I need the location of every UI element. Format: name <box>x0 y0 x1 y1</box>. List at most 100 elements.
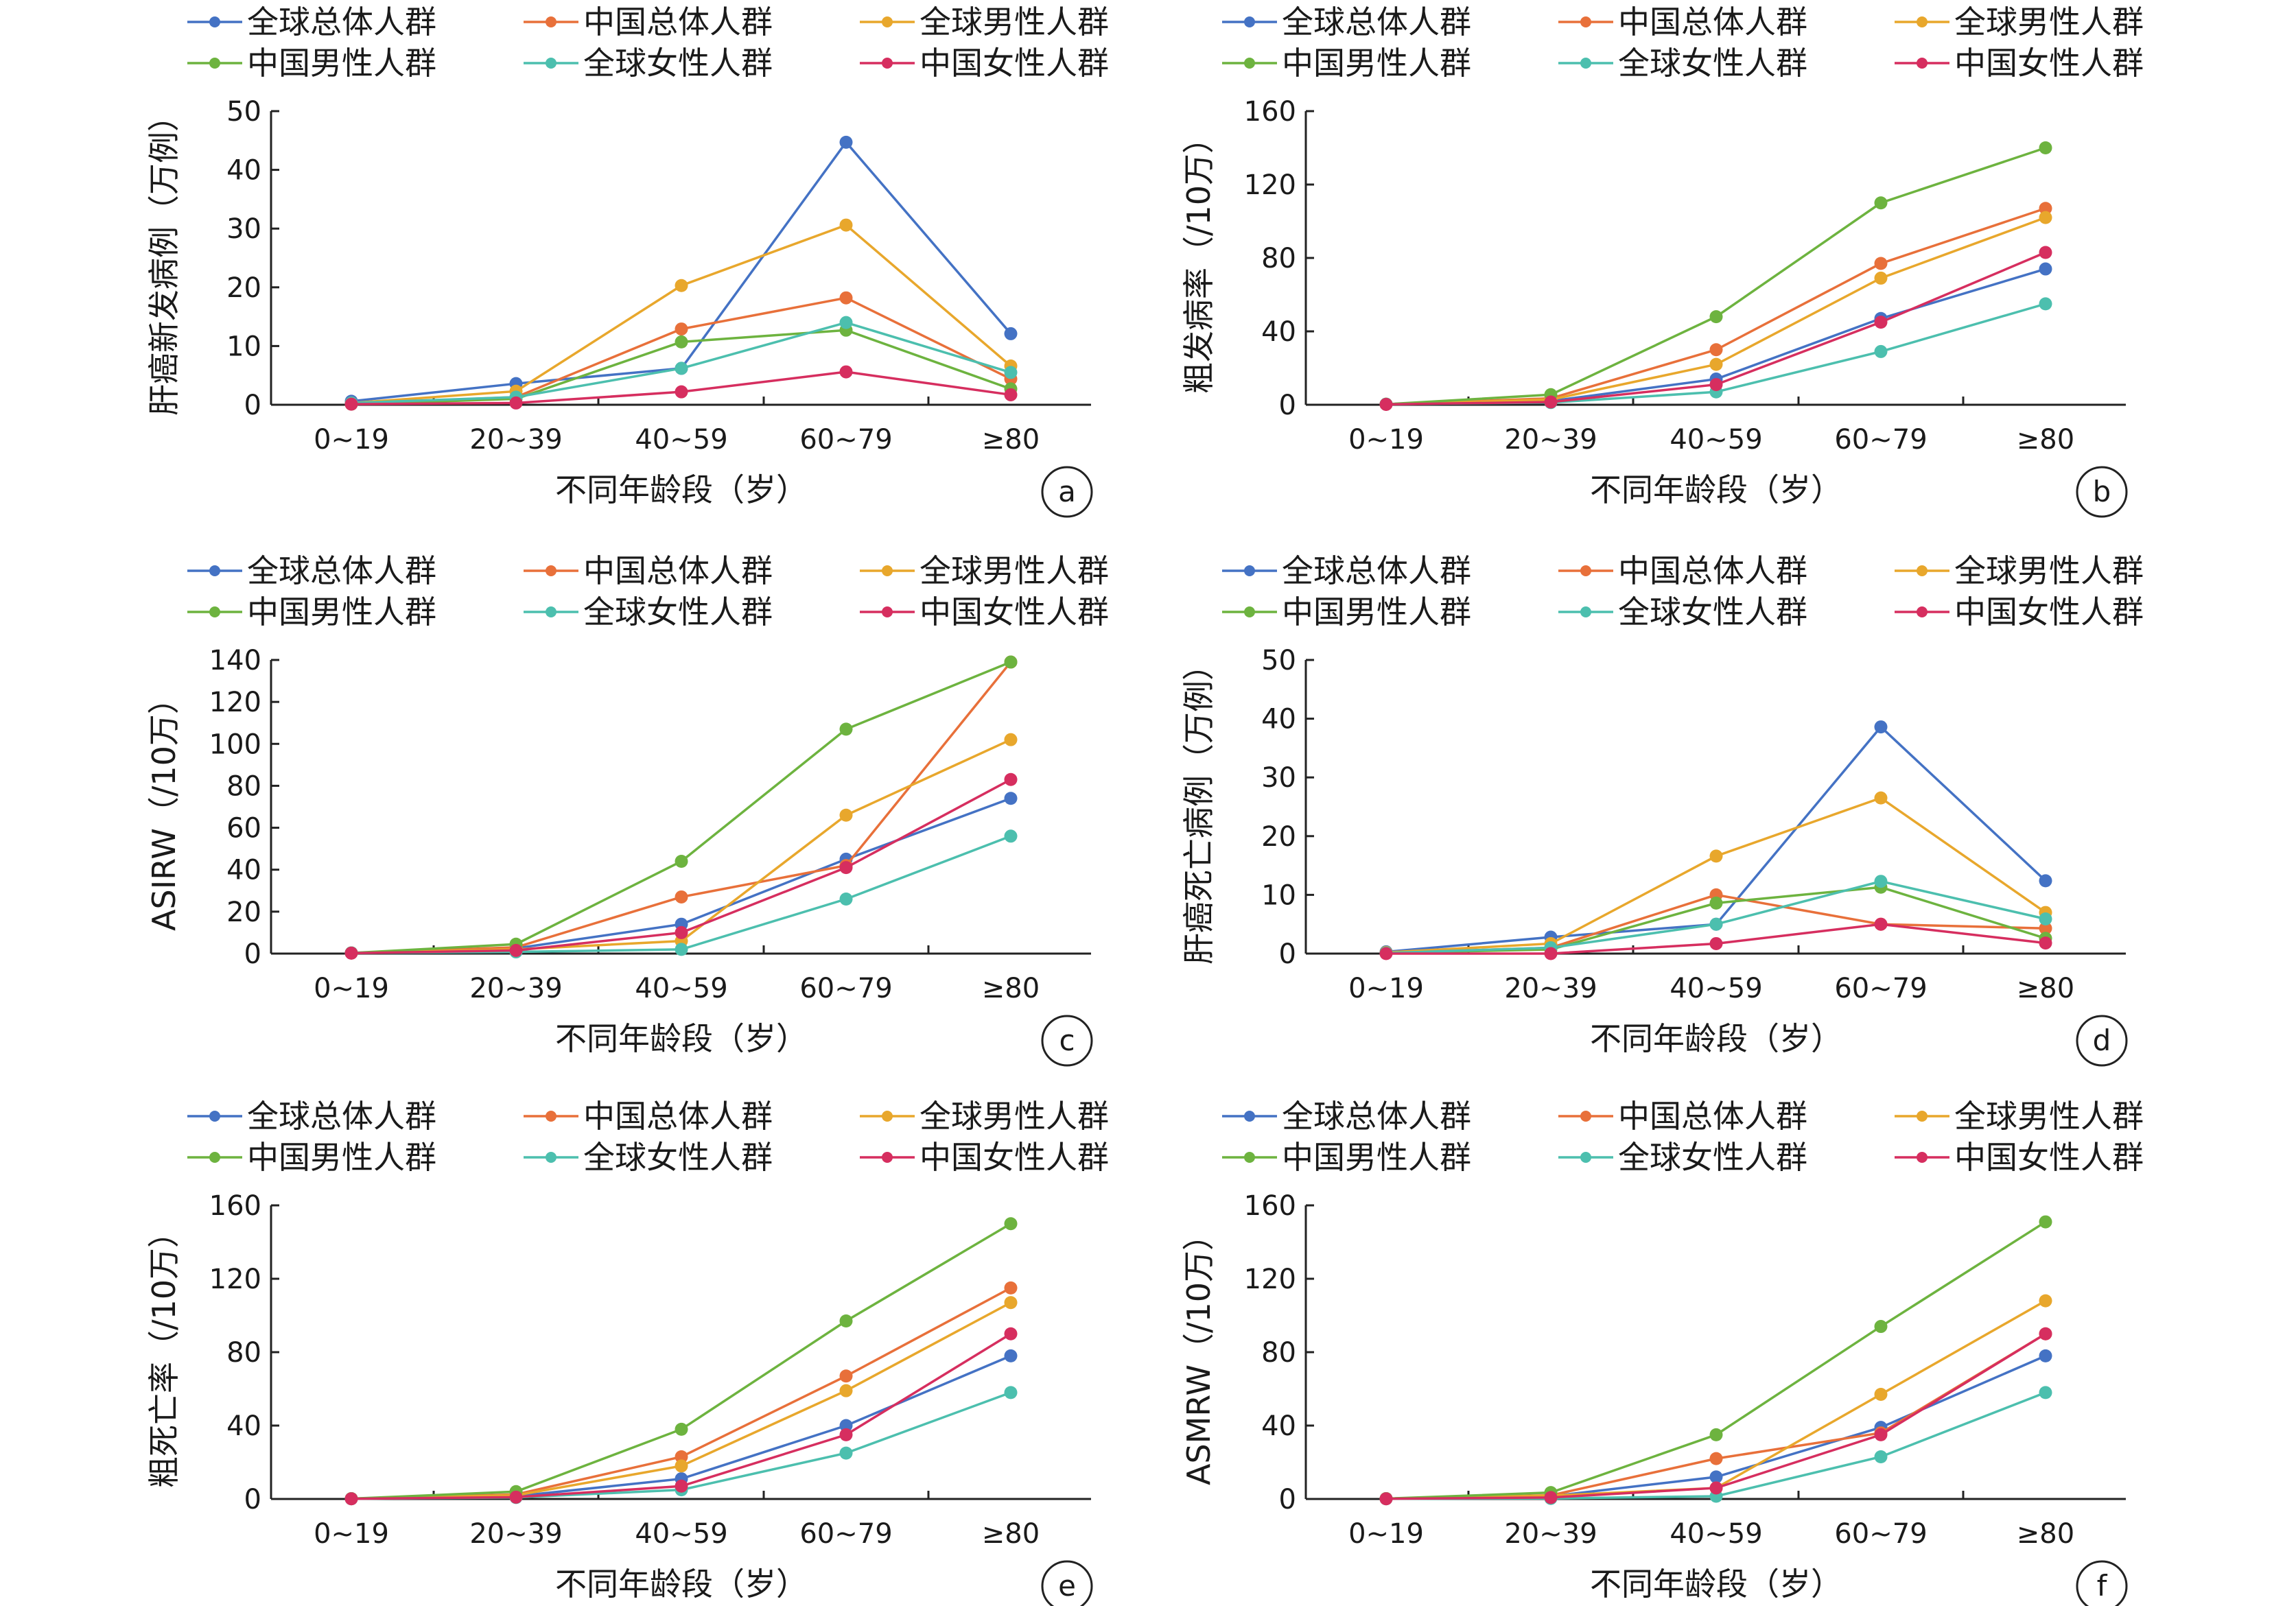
x-axis-title: 不同年龄段（岁） <box>555 471 808 508</box>
legend-entry: 全球男性人群 <box>860 1098 1109 1135</box>
legend-entry: 全球女性人群 <box>1558 45 1807 82</box>
data-point <box>2039 874 2052 888</box>
legend-entry: 全球女性人群 <box>524 45 773 82</box>
data-point <box>2039 921 2052 935</box>
legend-label: 中国男性人群 <box>247 593 436 630</box>
y-tick-label: 160 <box>1244 96 1296 128</box>
y-tick-label: 60 <box>226 813 261 845</box>
x-tick-label: 40~59 <box>635 1518 727 1550</box>
data-point <box>839 1369 853 1383</box>
data-point <box>1004 829 1018 843</box>
legend-entry: 中国女性人群 <box>860 45 1109 82</box>
legend-label: 中国男性人群 <box>1282 593 1471 630</box>
legend-entry: 全球总体人群 <box>1222 552 1471 589</box>
panel-letter: b <box>2093 475 2111 508</box>
legend-label: 全球男性人群 <box>919 1098 1109 1135</box>
legend-marker <box>1580 16 1591 27</box>
legend-entry: 中国女性人群 <box>1895 45 2144 82</box>
data-point <box>839 1428 853 1441</box>
data-point <box>675 322 688 336</box>
data-point <box>1004 1217 1018 1231</box>
x-tick-label: 0~19 <box>314 1518 389 1550</box>
legend-marker <box>209 606 220 617</box>
data-point <box>1004 733 1018 746</box>
x-axis-title: 不同年龄段（岁） <box>1590 1020 1842 1057</box>
legend-marker <box>1244 1152 1255 1163</box>
legend-entry: 全球总体人群 <box>187 1098 436 1135</box>
x-tick-label: 20~39 <box>469 1518 562 1550</box>
legend-entry: 中国总体人群 <box>524 552 773 589</box>
data-point <box>839 1419 853 1432</box>
data-point <box>839 722 853 736</box>
panel-letter: d <box>2093 1024 2111 1057</box>
legend-marker <box>1917 16 1928 27</box>
legend-label: 全球总体人群 <box>1282 1098 1471 1135</box>
y-axis-title: ASIRW（/10万） <box>145 683 183 931</box>
data-point <box>839 893 853 906</box>
series <box>344 1327 1018 1506</box>
y-tick-label: 30 <box>1261 762 1296 794</box>
y-tick-label: 40 <box>1261 704 1296 735</box>
panel-badge <box>1041 1015 1093 1067</box>
data-point <box>675 362 688 375</box>
x-tick-label: ≥80 <box>2017 973 2074 1004</box>
data-point <box>2039 1294 2052 1308</box>
legend-marker <box>882 58 893 69</box>
legend-marker <box>1917 606 1928 617</box>
series <box>344 655 1018 960</box>
legend-label: 中国总体人群 <box>1618 3 1807 40</box>
legend-entry: 中国总体人群 <box>1558 3 1807 40</box>
legend-marker <box>1917 1111 1928 1122</box>
series <box>1379 917 2052 960</box>
data-point <box>1709 917 1723 931</box>
x-axis-title: 不同年龄段（岁） <box>555 1566 808 1603</box>
data-point <box>1874 1388 1888 1402</box>
y-tick-label: 20 <box>226 897 261 928</box>
data-point <box>839 316 853 329</box>
legend-entry: 全球总体人群 <box>1222 1098 1471 1135</box>
legend-entry: 中国男性人群 <box>187 593 436 630</box>
data-point <box>1874 196 1888 210</box>
x-tick-label: 0~19 <box>314 973 389 1004</box>
data-point <box>1544 947 1558 960</box>
panel-letter: f <box>2097 1569 2108 1603</box>
panel-letter: a <box>1058 475 1076 508</box>
legend-marker <box>1917 1152 1928 1163</box>
data-point <box>509 943 523 957</box>
legend-label: 全球总体人群 <box>247 1098 436 1135</box>
legend-entry: 全球男性人群 <box>1895 3 2144 40</box>
data-point <box>1709 357 1723 371</box>
series <box>344 772 1018 960</box>
legend-marker <box>1244 1111 1255 1122</box>
x-tick-label: 40~59 <box>1670 424 1762 456</box>
data-point <box>1874 875 1888 888</box>
panel-badge <box>2076 1015 2128 1067</box>
legend-label: 全球总体人群 <box>247 552 436 589</box>
legend-label: 中国女性人群 <box>1954 1139 2144 1176</box>
legend-label: 全球女性人群 <box>583 1139 773 1176</box>
series <box>344 365 1018 411</box>
y-tick-label: 0 <box>244 938 261 970</box>
data-point <box>1874 791 1888 805</box>
data-point <box>2039 297 2052 311</box>
x-tick-label: ≥80 <box>982 1518 1040 1550</box>
legend-entry: 全球女性人群 <box>524 593 773 630</box>
series-line <box>351 224 1012 405</box>
legend-marker <box>546 1111 557 1122</box>
y-tick-label: 0 <box>1279 390 1296 421</box>
legend-label: 中国总体人群 <box>1618 552 1807 589</box>
data-point <box>1709 849 1723 863</box>
y-tick-label: 0 <box>1279 1484 1296 1515</box>
data-point <box>1004 327 1018 340</box>
legend-entry: 中国总体人群 <box>524 3 773 40</box>
data-point <box>1004 792 1018 805</box>
legend-entry: 全球男性人群 <box>860 3 1109 40</box>
legend-entry: 中国男性人群 <box>187 1139 436 1176</box>
x-tick-label: 60~79 <box>1834 424 1927 456</box>
legend-label: 中国总体人群 <box>583 1098 773 1135</box>
x-axis-title: 不同年龄段（岁） <box>1590 471 1842 508</box>
